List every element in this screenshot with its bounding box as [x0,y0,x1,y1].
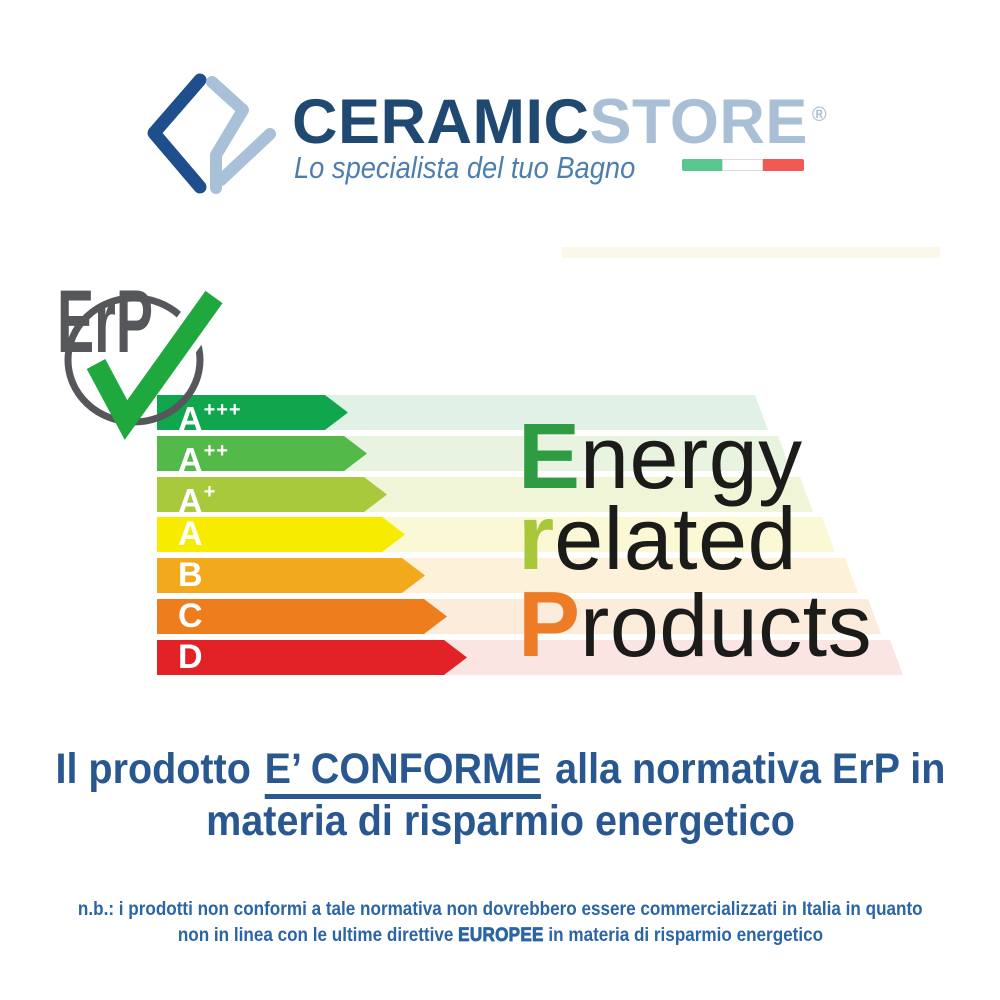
brand-tagline: Lo specialista del tuo Bagno [294,150,636,185]
headline-rest: elated [554,489,797,588]
logo-chevron-icon [147,73,207,194]
footnote: n.b.: i prodotti non conformi a tale nor… [0,897,1000,948]
flag-green-stripe [682,159,722,171]
flag-red-stripe [763,159,804,171]
erp-logo-text: ErP [57,276,153,371]
energy-rating-arrow: A++ [157,436,367,471]
headline-line-products: Products [518,578,872,671]
energy-rating-arrow: B [157,558,425,593]
title-emphasis: E’ CONFORME [264,746,541,799]
footnote-line-2-suffix: in materia di risparmio energetico [543,924,823,946]
footnote-line-2: non in linea con le ultime direttive EUR… [0,923,1000,949]
rating-label: D [178,638,203,676]
check-icon [86,290,223,440]
background-band-top [562,247,940,258]
registered-trademark-icon: ® [811,104,828,126]
energy-rating-arrow: C [157,599,447,634]
headline-initial: P [518,572,581,676]
headline-rest: nergy [580,408,803,507]
italy-flag-icon [682,159,804,171]
brand-primary-text: CERAMIC [292,87,590,157]
rating-label: A [178,515,203,553]
energy-rating-arrow: A [157,517,405,552]
rating-label: A+ [178,481,217,521]
title-suffix: alla normativa ErP in [543,746,945,793]
energy-rating-arrow: D [157,640,467,675]
footnote-line-1-text: n.b.: i prodotti non conformi a tale nor… [77,899,923,920]
rating-label: B [178,556,203,594]
headline-line-related: related [518,491,797,584]
footnote-line-2-prefix: non in linea con le ultime direttive [177,924,458,946]
flag-white-stripe [722,159,763,171]
logo-s-icon-stroke [215,128,276,186]
brand-wordmark: CERAMICSTORE ® [292,84,827,154]
erp-check-logo: ErP [57,276,229,440]
headline-rest: roducts [580,576,873,675]
energy-rating-arrow: A+ [157,477,387,512]
rating-label: C [178,597,203,635]
brand-secondary-text: STORE [589,87,808,157]
logo-s-icon [206,76,249,194]
ceramicstore-logo-mark [147,73,276,194]
headline-initial: r [518,485,555,589]
title-line-1: Il prodotto E’ CONFORME alla normativa E… [0,744,1000,799]
headline-line-energy: Energy [518,410,803,503]
title-prefix: Il prodotto [55,746,262,793]
footnote-line-1: n.b.: i prodotti non conformi a tale nor… [0,897,1000,923]
footnote-emphasis: EUROPEE [457,924,544,946]
title-line-2-text: materia di risparmio energetico [205,798,795,845]
headline-initial: E [518,404,581,508]
title-line-2: materia di risparmio energetico [0,796,1000,848]
conformity-title: Il prodotto E’ CONFORME alla normativa E… [0,744,1000,848]
